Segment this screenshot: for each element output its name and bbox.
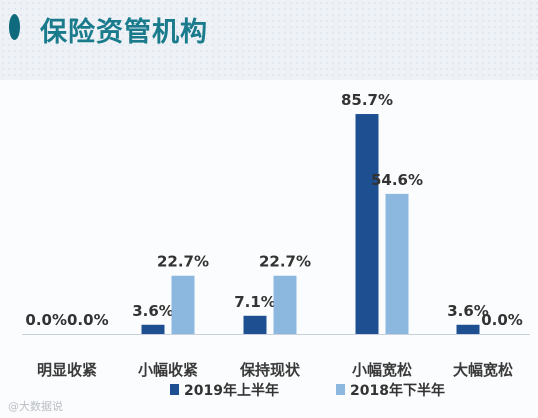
data-label-series-2-4: 54.6% bbox=[371, 171, 423, 189]
header: 保险资管机构 bbox=[0, 0, 538, 78]
bar-series-1-4 bbox=[355, 114, 379, 334]
watermark: @大数据说 bbox=[8, 400, 63, 413]
bar-series-2-3 bbox=[273, 275, 297, 334]
bar-series-1-5 bbox=[456, 324, 480, 334]
bar-series-1-2 bbox=[141, 324, 165, 334]
x-tick-label-2: 小幅收紧 bbox=[138, 361, 198, 379]
data-label-series-1-1: 0.0% bbox=[25, 311, 67, 329]
data-label-series-1-5: 3.6% bbox=[447, 302, 489, 320]
legend-swatch-1 bbox=[170, 384, 179, 395]
data-label-series-2-2: 22.7% bbox=[157, 253, 209, 271]
data-label-series-1-2: 3.6% bbox=[132, 302, 174, 320]
data-label-series-1-4: 85.7% bbox=[341, 91, 393, 109]
bar-series-2-4 bbox=[385, 193, 409, 334]
x-tick-label-1: 明显收紧 bbox=[37, 361, 97, 379]
data-label-series-2-1: 0.0% bbox=[67, 311, 109, 329]
data-label-series-1-3: 7.1% bbox=[234, 293, 276, 311]
legend-label-2: 2018年下半年 bbox=[350, 382, 445, 399]
legend-label-1: 2019年上半年 bbox=[184, 382, 279, 399]
x-tick-label-3: 保持现状 bbox=[239, 361, 301, 379]
bar-chart: 0.0% 0.0%明显收紧3.6%22.7%小幅收紧7.1%22.7%保持现状85… bbox=[22, 91, 530, 399]
x-tick-label-4: 小幅宽松 bbox=[352, 361, 412, 379]
bar-series-2-2 bbox=[171, 275, 195, 334]
page-title: 保险资管机构 bbox=[40, 17, 208, 48]
data-label-series-2-3: 22.7% bbox=[259, 253, 311, 271]
legend-swatch-2 bbox=[336, 384, 345, 395]
chart-panel: 0.0% 0.0% 明显收紧 3.6% 22.7% 小幅收紧 7.1% 22.7% 保持现状 85… bbox=[0, 80, 538, 418]
data-label-series-2-5: 0.0% bbox=[481, 311, 523, 329]
x-tick-label-5: 大幅宽松 bbox=[453, 361, 513, 379]
header-bullet bbox=[9, 14, 20, 40]
bar-series-1-3 bbox=[243, 315, 267, 334]
